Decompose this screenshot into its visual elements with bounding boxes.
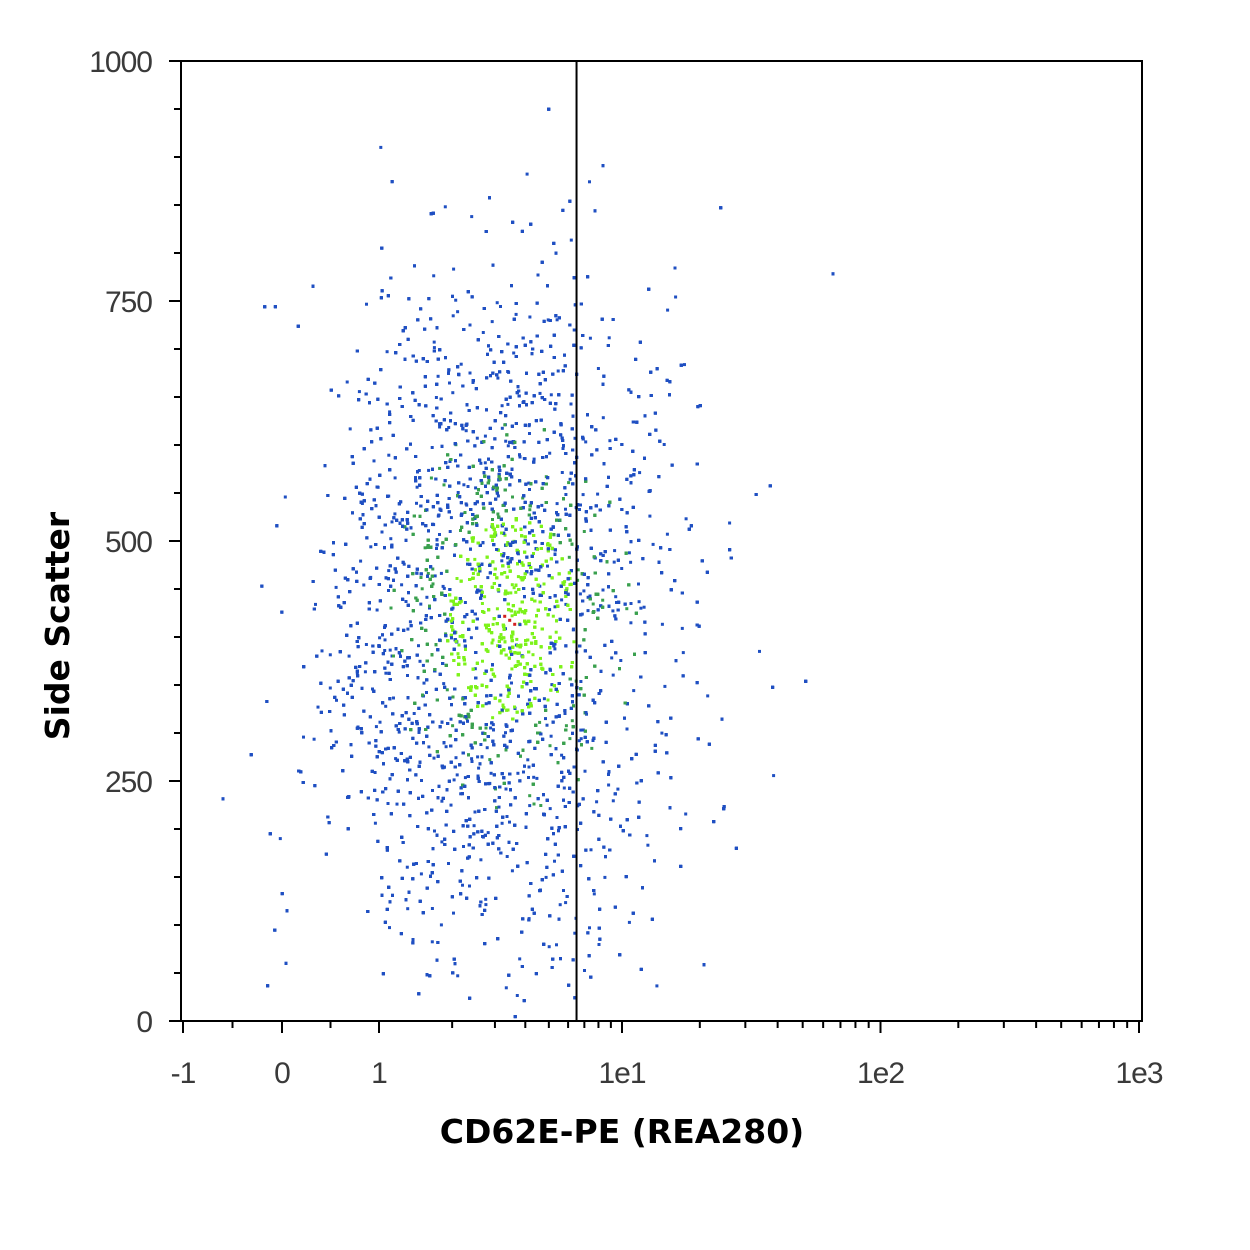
y-axis-ticks — [169, 60, 181, 1022]
x-tick-label: 0 — [274, 1057, 290, 1090]
x-tick-label: 1e3 — [1115, 1057, 1162, 1090]
x-axis-tick-labels: -1 0 1 1e1 1e2 1e3 — [171, 1057, 1164, 1090]
x-tick-label: 1 — [371, 1057, 387, 1090]
y-tick-label: 750 — [105, 286, 152, 319]
y-tick-label: 0 — [136, 1006, 152, 1039]
x-tick-label: 1e1 — [598, 1057, 645, 1090]
plot-frame — [180, 60, 1143, 1022]
y-tick-label: 250 — [105, 766, 152, 799]
y-axis-tick-labels: 0 250 500 750 1000 — [89, 46, 153, 1039]
y-axis-title: Side Scatter — [38, 511, 77, 740]
dot-cloud — [221, 107, 835, 1019]
x-tick-label: 1e2 — [857, 1057, 904, 1090]
x-axis-title: CD62E-PE (REA280) — [440, 1112, 805, 1151]
y-tick-label: 1000 — [89, 46, 152, 79]
x-axis-ticks — [182, 1021, 1140, 1033]
y-tick-label: 500 — [105, 526, 152, 559]
x-tick-label: -1 — [171, 1057, 196, 1090]
